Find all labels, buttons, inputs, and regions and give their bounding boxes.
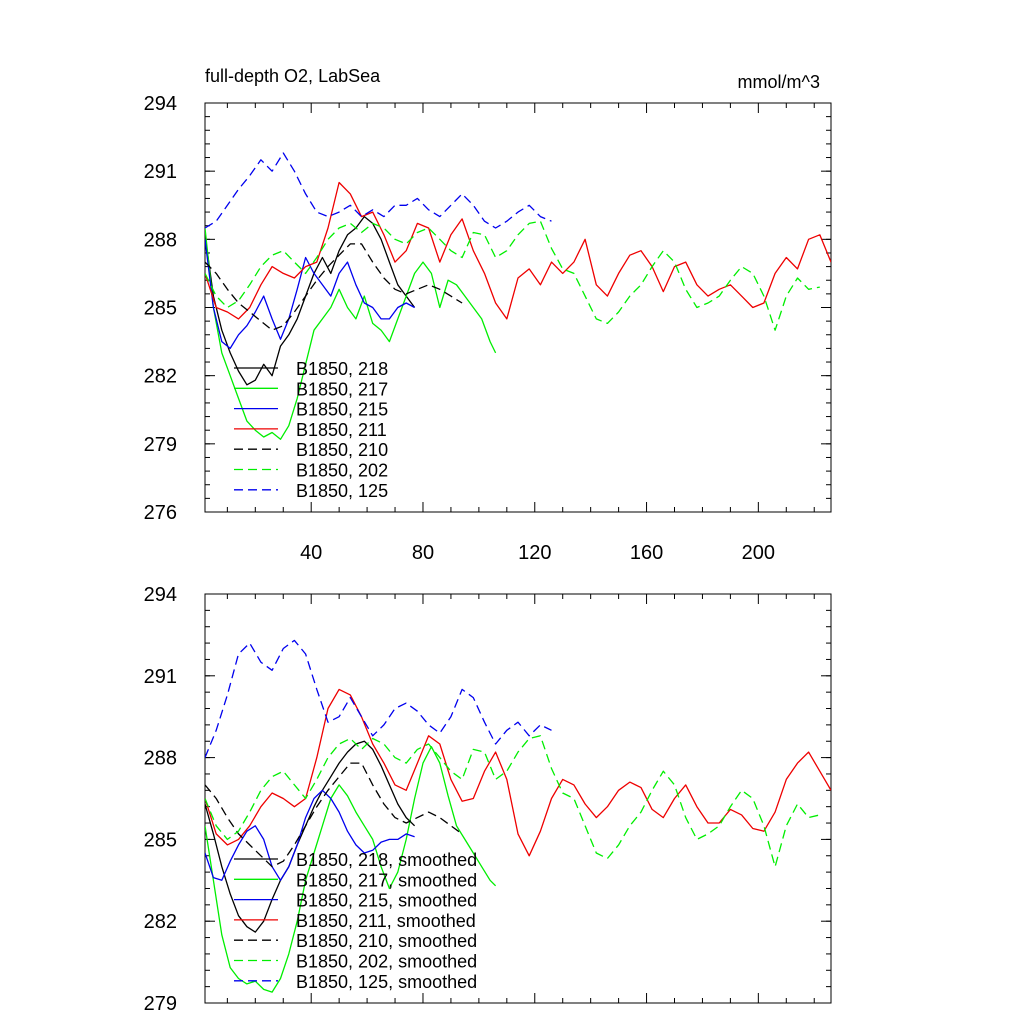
y-tick-label: 276 [144, 502, 177, 524]
legend-label-0: B1850, 218 [296, 359, 388, 379]
x-tick-label: 40 [300, 542, 322, 564]
y-tick-label: 285 [144, 829, 177, 851]
legend-label-6: B1850, 125 [296, 481, 388, 501]
series-line-5 [205, 220, 820, 331]
series-line-5 [205, 735, 820, 868]
series-line-0 [205, 740, 416, 933]
y-tick-label: 288 [144, 229, 177, 251]
y-tick-label: 282 [144, 366, 177, 388]
legend-label-0: B1850, 218, smoothed [296, 850, 477, 870]
top-panel: 276 279 282 285 288 291 294 40 80 120 160 200 full-d… [144, 66, 832, 564]
series-line-4 [205, 243, 463, 331]
x-tick-label: 160 [630, 542, 663, 564]
chart-title: full-depth O2, LabSea [205, 66, 381, 86]
series-group [205, 639, 831, 993]
legend-label-6: B1850, 125, smoothed [296, 972, 477, 992]
y-tick-label: 294 [144, 584, 177, 606]
legend-label-1: B1850, 217, smoothed [296, 870, 477, 890]
series-line-2 [205, 789, 415, 881]
y-tick-label: 279 [144, 434, 177, 456]
y-tick-label: 291 [144, 161, 177, 183]
x-tick-label: 120 [518, 542, 551, 564]
x-tick-label: 200 [742, 542, 775, 564]
series-line-1 [205, 746, 497, 993]
legend-label-5: B1850, 202 [296, 461, 388, 481]
legend-label-5: B1850, 202, smoothed [296, 952, 477, 972]
legend-label-1: B1850, 217 [296, 379, 388, 399]
legend-label-4: B1850, 210 [296, 440, 388, 460]
y-tick-label: 291 [144, 666, 177, 688]
y-tick-label: 285 [144, 298, 177, 320]
series-line-3 [205, 688, 831, 857]
legend-label-2: B1850, 215 [296, 400, 388, 420]
series-line-6 [205, 639, 552, 758]
legend-label-3: B1850, 211, smoothed [296, 911, 476, 931]
y-tick-label: 279 [144, 993, 177, 1015]
legend-label-2: B1850, 215, smoothed [296, 891, 477, 911]
units-label: mmol/m^3 [738, 72, 820, 92]
legend-label-4: B1850, 210, smoothed [296, 931, 477, 951]
series-line-4 [205, 762, 463, 868]
y-tick-label: 294 [144, 93, 177, 115]
legend-label-3: B1850, 211 [296, 420, 387, 440]
series-line-6 [205, 152, 552, 229]
series-line-3 [205, 181, 831, 320]
series-line-0 [205, 215, 416, 386]
y-tick-label: 288 [144, 748, 177, 770]
y-tick-label: 282 [144, 911, 177, 933]
x-tick-label: 80 [412, 542, 434, 564]
